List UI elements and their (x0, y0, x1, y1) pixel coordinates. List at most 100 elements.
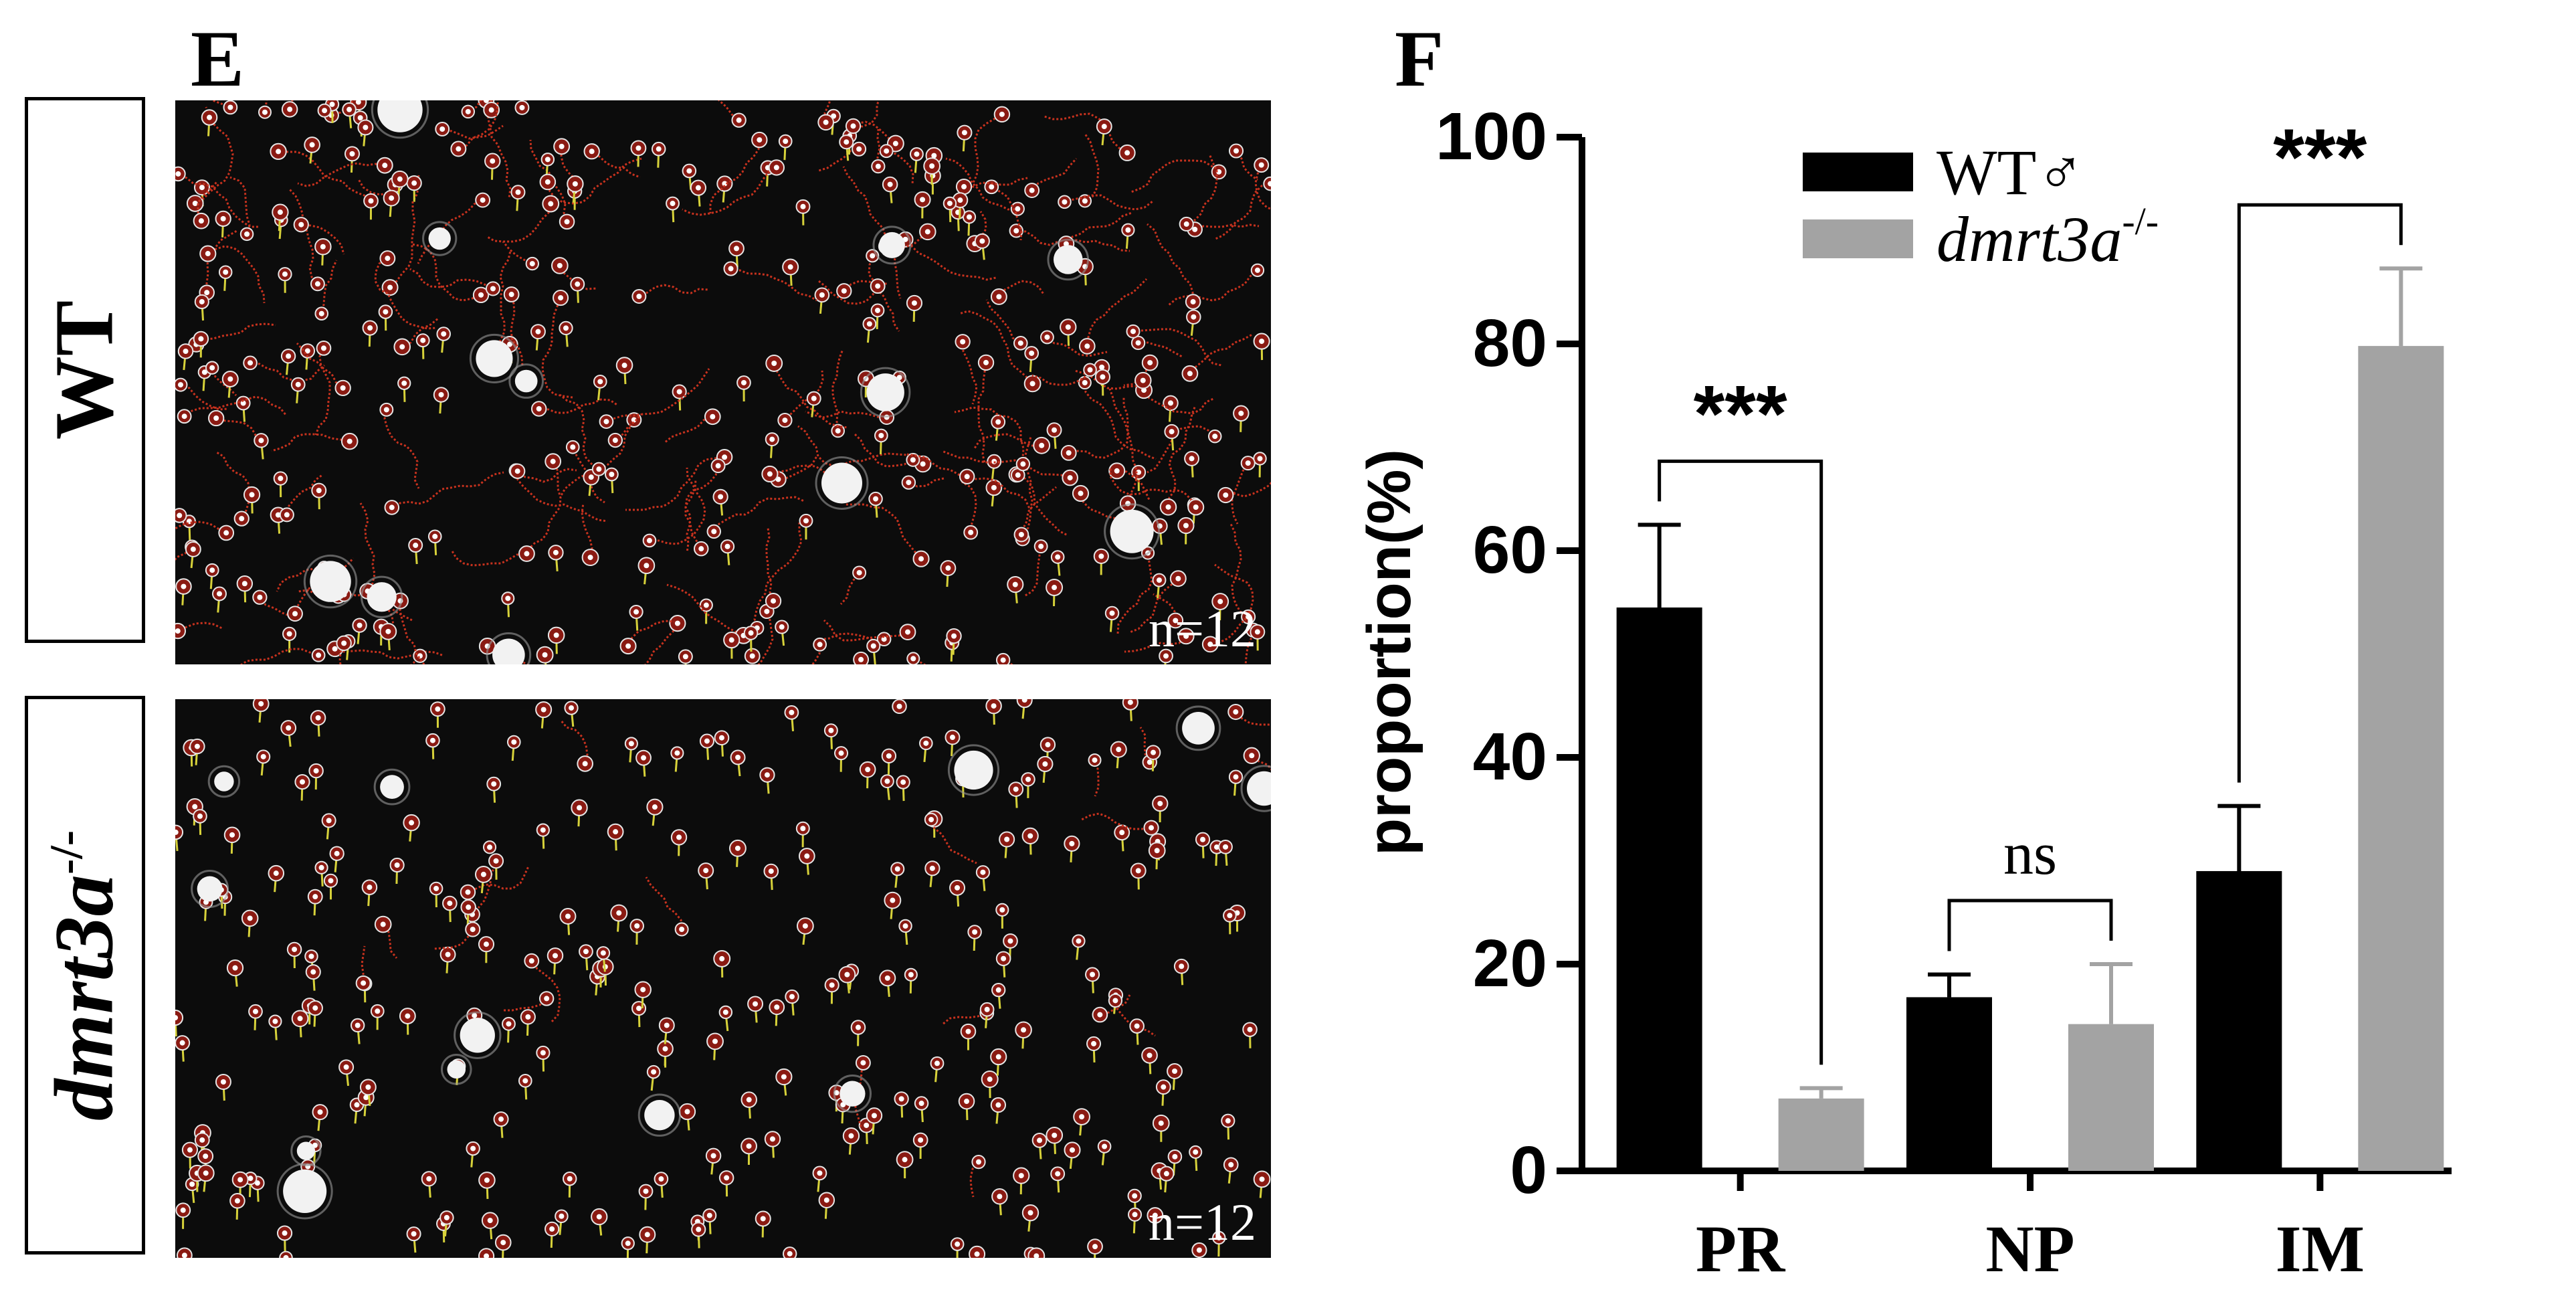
sperm-head (441, 331, 447, 337)
sperm-head (858, 656, 864, 662)
sperm-head (974, 1251, 980, 1257)
debris-halo (508, 363, 544, 399)
sperm-head (1163, 1171, 1169, 1177)
sperm-head (1021, 1027, 1027, 1033)
sperm-track (605, 368, 710, 423)
legend-label: WT♂ (1937, 136, 2084, 208)
row-label-wt: WT (25, 97, 145, 643)
sperm-head (773, 165, 779, 171)
sperm-head (1233, 774, 1239, 780)
sperm-head (401, 380, 407, 386)
sperm-head (817, 1170, 823, 1176)
sperm-track (964, 177, 1028, 188)
sperm-head (567, 1176, 573, 1182)
y-tick-label: 60 (1473, 513, 1547, 587)
sperm-head (991, 484, 997, 490)
sperm-track (645, 876, 683, 930)
sperm-head (636, 1006, 642, 1012)
bar (2358, 346, 2444, 1171)
sperm-track (730, 268, 817, 302)
sperm-head (782, 417, 788, 424)
debris (954, 750, 993, 790)
sperm-head (900, 779, 906, 785)
sperm-head (316, 652, 322, 658)
sperm-head (346, 438, 353, 444)
sperm-head (757, 137, 763, 143)
sperm-head (1132, 1212, 1138, 1218)
sperm-head (983, 359, 989, 365)
sperm-head (923, 740, 929, 746)
sperm-head (540, 827, 546, 833)
sperm-track (835, 452, 924, 470)
sperm-track (765, 527, 775, 601)
sperm-track (1046, 336, 1108, 357)
sperm-head (240, 400, 246, 406)
sperm-head (764, 608, 770, 614)
sperm-head (500, 1240, 506, 1246)
sperm-head (411, 180, 417, 186)
sperm-head (343, 1064, 349, 1070)
sperm-head (1042, 761, 1048, 767)
sperm-head (515, 189, 521, 195)
y-axis-label: proportion(%) (1355, 449, 1423, 856)
sperm-track (954, 406, 1025, 476)
sperm-head (817, 642, 823, 648)
sperm-head (480, 871, 486, 877)
sperm-head (552, 953, 558, 959)
sperm-track (818, 280, 879, 305)
sperm-track (1168, 269, 1258, 306)
sperm-head (203, 1170, 209, 1176)
sperm-track (180, 383, 229, 411)
sperm-head (282, 1230, 288, 1236)
sperm-head (1158, 1120, 1164, 1126)
sperm-head (298, 221, 304, 227)
sperm-head (308, 953, 314, 959)
sperm-track (538, 398, 619, 414)
debris-halo (833, 1075, 872, 1113)
sperm-head (1163, 653, 1169, 659)
sperm-head (213, 415, 219, 422)
sperm-head (498, 1116, 504, 1122)
sperm-head (841, 288, 847, 294)
sperm-track (961, 341, 978, 405)
sperm-track (1147, 425, 1216, 474)
sperm-head (1191, 314, 1197, 320)
sperm-head (287, 106, 293, 112)
sperm-head (724, 543, 730, 549)
sperm-head (686, 168, 692, 174)
sperm-head (957, 197, 963, 203)
sperm-head (844, 139, 850, 145)
sperm-head (429, 737, 435, 743)
debris-halo (361, 575, 403, 618)
sperm-head (596, 1214, 602, 1220)
debris-halo (276, 1163, 333, 1220)
sperm-head (703, 868, 709, 874)
sperm-head (995, 1054, 1001, 1060)
sperm-track (1020, 436, 1033, 536)
debris-halo (371, 100, 429, 139)
sperm-track (1084, 382, 1157, 460)
sperm-track (510, 294, 524, 367)
debris (476, 340, 513, 377)
sperm-head (367, 885, 373, 891)
sperm-head (929, 865, 935, 871)
sperm-head (181, 1252, 187, 1258)
sperm-head (719, 955, 725, 961)
sperm-head (684, 1109, 690, 1115)
sperm-head (354, 1102, 360, 1108)
row-label-dmrt3a-sup: -/- (41, 830, 93, 874)
sperm-head (488, 107, 494, 113)
sperm-head (789, 994, 795, 1000)
sperm-track (467, 866, 530, 893)
sperm-track (175, 521, 227, 534)
sperm-head (621, 363, 627, 369)
sperm-head (1119, 830, 1125, 836)
sperm-track (296, 342, 344, 389)
sperm-head (1038, 543, 1044, 549)
legend-swatch (1803, 219, 1913, 258)
sperm-head (572, 181, 578, 187)
sperm-track (945, 157, 1018, 211)
sperm-track (288, 188, 319, 285)
sperm-track (912, 657, 926, 664)
sperm-head (1268, 181, 1271, 187)
